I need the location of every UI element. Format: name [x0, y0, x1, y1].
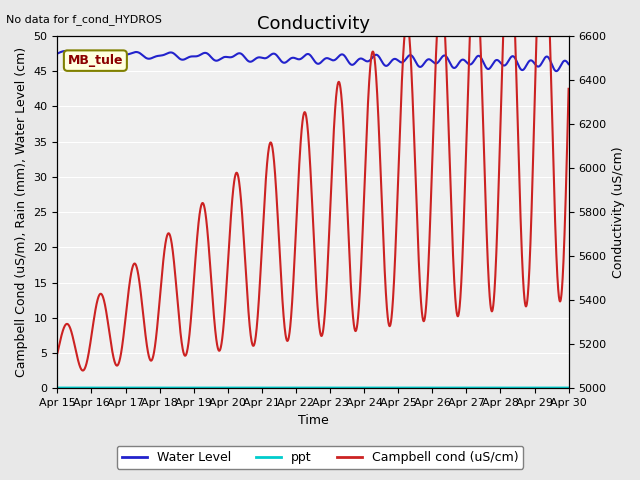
- Campbell cond (uS/cm): [500, 15, 508, 21]
- ppt: [272, 385, 280, 391]
- ppt: [250, 385, 257, 391]
- Water Level: [500, 62, 508, 68]
- Text: MB_tule: MB_tule: [68, 54, 123, 67]
- X-axis label: Time: Time: [298, 414, 328, 427]
- ppt: [54, 385, 61, 391]
- Water Level: [555, 66, 563, 72]
- Water Level: [112, 55, 120, 60]
- Water Level: [272, 51, 280, 57]
- Water Level: [54, 51, 61, 57]
- ppt: [564, 385, 572, 391]
- Title: Conductivity: Conductivity: [257, 15, 369, 33]
- Water Level: [564, 61, 572, 67]
- ppt: [112, 385, 120, 391]
- Campbell cond (uS/cm): [79, 368, 86, 373]
- Campbell cond (uS/cm): [54, 350, 61, 356]
- Water Level: [142, 55, 150, 61]
- Campbell cond (uS/cm): [564, 86, 572, 92]
- Campbell cond (uS/cm): [272, 181, 280, 187]
- Water Level: [250, 58, 257, 63]
- Campbell cond (uS/cm): [250, 343, 257, 348]
- Y-axis label: Campbell Cond (uS/m), Rain (mm), Water Level (cm): Campbell Cond (uS/m), Rain (mm), Water L…: [15, 47, 28, 377]
- Text: No data for f_cond_HYDROS: No data for f_cond_HYDROS: [6, 14, 163, 25]
- ppt: [142, 385, 150, 391]
- Y-axis label: Conductivity (uS/cm): Conductivity (uS/cm): [612, 146, 625, 278]
- Water Level: [552, 68, 560, 74]
- Campbell cond (uS/cm): [555, 294, 563, 300]
- Water Level: [62, 48, 70, 54]
- Campbell cond (uS/cm): [112, 362, 120, 368]
- Line: Water Level: Water Level: [58, 51, 568, 71]
- ppt: [555, 385, 563, 391]
- Line: Campbell cond (uS/cm): Campbell cond (uS/cm): [58, 0, 568, 371]
- ppt: [500, 385, 508, 391]
- Legend: Water Level, ppt, Campbell cond (uS/cm): Water Level, ppt, Campbell cond (uS/cm): [116, 446, 524, 469]
- Campbell cond (uS/cm): [142, 338, 150, 344]
